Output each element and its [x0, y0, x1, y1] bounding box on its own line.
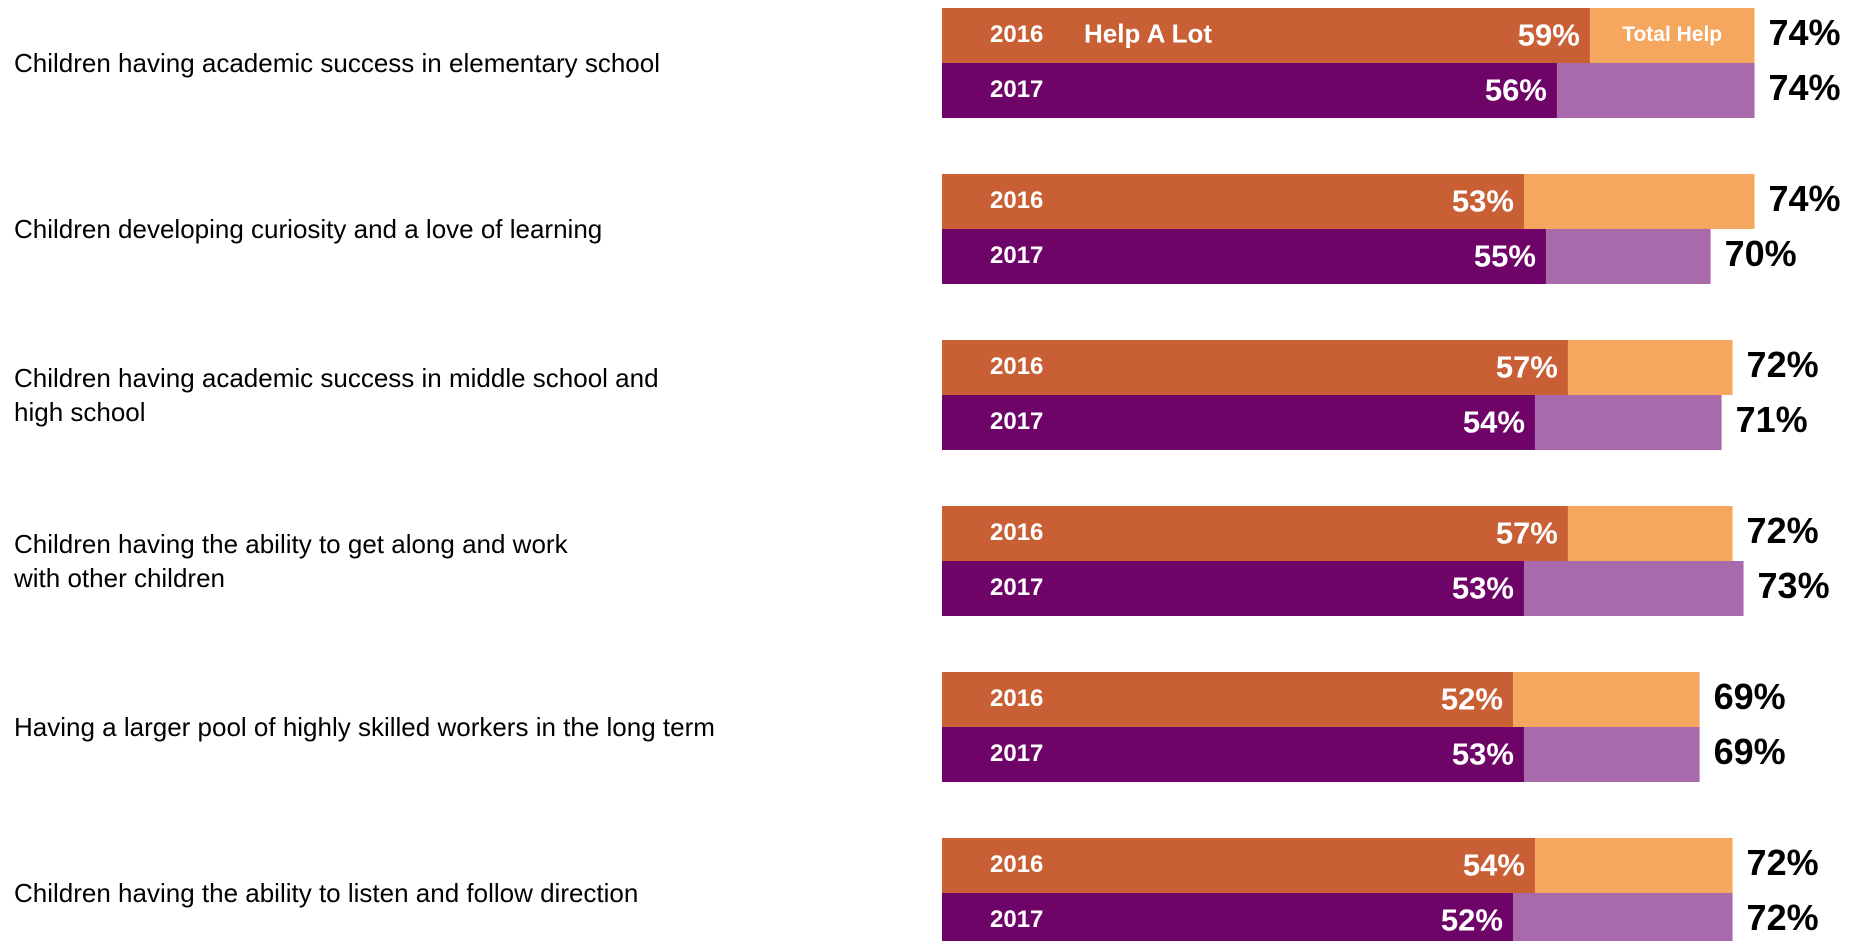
- total-help-label: 71%: [1736, 399, 1808, 440]
- year-label: 2016: [990, 353, 1043, 380]
- help-a-lot-label: 53%: [1452, 737, 1514, 772]
- total-help-label: 72%: [1747, 344, 1819, 385]
- year-label: 2017: [990, 740, 1043, 767]
- help-a-lot-bar: [942, 229, 1546, 284]
- total-help-label: 74%: [1769, 12, 1841, 53]
- year-label: 2016: [990, 851, 1043, 878]
- total-help-label: 74%: [1769, 67, 1841, 108]
- help-a-lot-bar: [942, 893, 1513, 941]
- year-label: 2016: [990, 519, 1043, 546]
- category-label: Children having academic success in midd…: [14, 363, 659, 427]
- legend-help-a-lot: Help A Lot: [1084, 18, 1212, 48]
- help-a-lot-label: 54%: [1463, 405, 1525, 440]
- help-a-lot-label: 57%: [1496, 516, 1558, 551]
- total-help-label: 69%: [1714, 676, 1786, 717]
- help-a-lot-bar: [942, 63, 1557, 118]
- help-a-lot-label: 52%: [1441, 682, 1503, 717]
- total-help-label: 72%: [1747, 897, 1819, 938]
- help-a-lot-bar: [942, 672, 1513, 727]
- year-label: 2017: [990, 76, 1043, 103]
- help-a-lot-label: 56%: [1485, 73, 1547, 108]
- year-label: 2016: [990, 187, 1043, 214]
- total-help-label: 69%: [1714, 731, 1786, 772]
- year-label: 2017: [990, 242, 1043, 269]
- year-label: 2017: [990, 574, 1043, 601]
- year-label: 2016: [990, 685, 1043, 712]
- help-a-lot-bar: [942, 838, 1535, 893]
- year-label: 2017: [990, 906, 1043, 933]
- total-help-label: 70%: [1725, 233, 1797, 274]
- help-a-lot-bar: [942, 174, 1524, 229]
- help-a-lot-label: 55%: [1474, 239, 1536, 274]
- total-help-label: 74%: [1769, 178, 1841, 219]
- help-a-lot-label: 53%: [1452, 571, 1514, 606]
- total-help-label: 73%: [1758, 565, 1830, 606]
- help-a-lot-label: 57%: [1496, 350, 1558, 385]
- help-a-lot-bar: [942, 561, 1524, 616]
- help-a-lot-label: 52%: [1441, 903, 1503, 938]
- help-a-lot-bar: [942, 395, 1535, 450]
- category-label: Children having the ability to get along…: [14, 529, 568, 593]
- total-help-label: 72%: [1747, 510, 1819, 551]
- legend-total-help: Total Help: [1622, 23, 1722, 46]
- year-label: 2017: [990, 408, 1043, 435]
- total-help-label: 72%: [1747, 842, 1819, 883]
- help-a-lot-bar: [942, 506, 1568, 561]
- category-label: Children developing curiosity and a love…: [14, 214, 603, 244]
- help-a-lot-label: 59%: [1518, 18, 1580, 53]
- year-label: 2016: [990, 21, 1043, 48]
- help-a-lot-label: 53%: [1452, 184, 1514, 219]
- help-a-lot-label: 54%: [1463, 848, 1525, 883]
- help-a-lot-bar: [942, 727, 1524, 782]
- help-a-lot-bar: [942, 340, 1568, 395]
- category-label: Children having academic success in elem…: [14, 48, 660, 78]
- help-a-lot-bar: [942, 8, 1590, 63]
- category-label: Children having the ability to listen an…: [14, 878, 639, 908]
- category-label: Having a larger pool of highly skilled w…: [14, 712, 715, 742]
